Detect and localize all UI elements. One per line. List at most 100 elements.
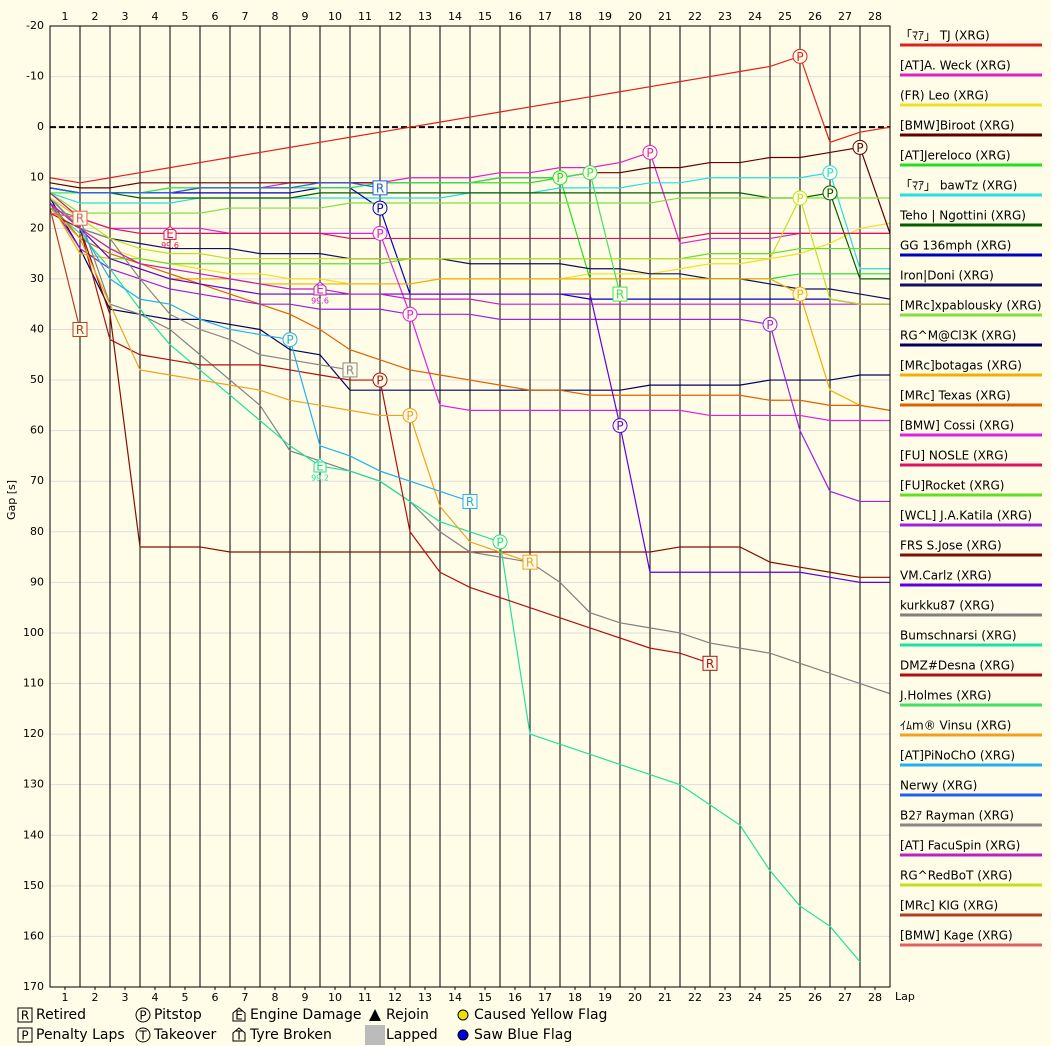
- legend-label: Engine Damage: [250, 1007, 362, 1023]
- x-tick-label: 25: [778, 10, 792, 23]
- x-tick-label: 18: [568, 991, 582, 1004]
- legend-label: ｲﾑm® Vinsu (XRG): [900, 719, 1011, 733]
- series-line: [50, 171, 621, 295]
- marker-frame: [612, 286, 628, 302]
- x-tick-label: 5: [182, 991, 189, 1004]
- x-tick-label: 2: [92, 991, 99, 1004]
- marker-frame: [372, 225, 388, 241]
- event-symbol: P: [496, 535, 503, 549]
- event-marker: P: [402, 306, 418, 322]
- legend-label: [MRc] Texas (XRG): [900, 389, 1011, 403]
- marker-frame: [72, 321, 88, 337]
- x-tick-label: 11: [358, 991, 372, 1004]
- marker-frame: [365, 1025, 385, 1045]
- legend-label: Takeover: [153, 1027, 216, 1043]
- x-tick-label: 17: [538, 991, 552, 1004]
- legend-label: [AT]PiNoChO (XRG): [900, 749, 1015, 763]
- marker-frame: [612, 418, 628, 434]
- event-symbol: P: [796, 50, 803, 64]
- legend-label: GG 136mph (XRG): [900, 239, 1011, 253]
- event-marker: P: [552, 170, 568, 186]
- x-tick-label: 21: [658, 10, 672, 23]
- marker-frame: [457, 1029, 469, 1041]
- marker-frame: [232, 1007, 246, 1022]
- series-line: [49, 207, 891, 695]
- legend-label: FRS S.Jose (XRG): [900, 539, 1002, 553]
- x-tick-label: 2: [92, 10, 99, 23]
- series-line: [49, 187, 890, 280]
- legend-symbol: P: [139, 1009, 146, 1023]
- series-line: [49, 197, 890, 583]
- y-tick-label: 130: [23, 778, 44, 791]
- x-tick-label: 15: [478, 10, 492, 23]
- marker-frame: [372, 372, 388, 388]
- series-line: [49, 202, 891, 411]
- y-tick-label: 140: [23, 828, 44, 841]
- event-marker: P: [282, 332, 298, 348]
- event-marker: P: [822, 185, 838, 201]
- legend-label: kurkku87 (XRG): [900, 599, 995, 613]
- legend-label: Nerwy (XRG): [900, 779, 977, 793]
- legend-label: VM.Carlz (XRG): [900, 569, 992, 583]
- event-marker: P: [372, 225, 388, 241]
- event-symbol: E: [166, 227, 174, 241]
- marker-frame: [762, 316, 778, 332]
- plot-frame: [49, 25, 891, 988]
- marker-frame: [313, 281, 327, 296]
- x-tick-label: 7: [242, 10, 249, 23]
- event-symbol: P: [406, 308, 413, 322]
- y-tick-label: 50: [30, 373, 44, 386]
- legend-label: [AT] FacuSpin (XRG): [900, 839, 1020, 853]
- x-tick-label: 13: [418, 10, 432, 23]
- y-axis-label: Gap [s]: [5, 480, 18, 520]
- legend-label: B2ｱ Rayman (XRG): [900, 809, 1014, 823]
- marker-frame: [552, 170, 568, 186]
- event-symbol: P: [376, 227, 383, 241]
- marker-frame: [822, 185, 838, 201]
- legend-label: Bumschnarsi (XRG): [900, 629, 1017, 643]
- legend-label: (FR) Leo (XRG): [900, 89, 989, 103]
- y-tick-label: 30: [30, 272, 44, 285]
- legend-label: Teho | Ngottini (XRG): [899, 209, 1026, 223]
- event-symbol: P: [766, 318, 773, 332]
- marker-frame: [492, 534, 508, 550]
- y-tick-label: -20: [26, 19, 44, 32]
- legend-label: Iron|Doni (XRG): [900, 269, 994, 283]
- x-tick-label: 15: [478, 991, 492, 1004]
- x-tick-label: 21: [658, 991, 672, 1004]
- event-marker: P: [402, 407, 418, 423]
- x-tick-label: 1: [62, 991, 69, 1004]
- x-tick-label: 10: [328, 991, 342, 1004]
- event-marker: P: [792, 190, 808, 206]
- legend-label: Tyre Broken: [249, 1027, 332, 1043]
- legend-label: [BMW] Cossi (XRG): [900, 419, 1014, 433]
- legend-label: Rejoin: [386, 1007, 429, 1023]
- series-line: [49, 55, 891, 184]
- y-tick-label: 10: [30, 171, 44, 184]
- x-tick-label: 16: [508, 991, 522, 1004]
- legend-label: Penalty Laps: [36, 1027, 125, 1043]
- marker-frame: [372, 200, 388, 216]
- x-tick-label: 25: [778, 991, 792, 1004]
- marker-frame: [852, 139, 868, 155]
- series-line: [49, 202, 890, 503]
- legend-label: [FU]Rocket (XRG): [900, 479, 1004, 493]
- x-tick-label: 19: [598, 991, 612, 1004]
- event-marker: R: [72, 321, 88, 337]
- event-marker: P: [582, 165, 598, 181]
- series-line: [49, 207, 81, 330]
- legend-label: Pitstop: [154, 1007, 202, 1023]
- event-symbol: P: [646, 146, 653, 160]
- legend-label: 「ﾏｱ」 bawTz (XRG): [900, 179, 1017, 193]
- event-symbol: R: [76, 323, 84, 337]
- event-marker: P: [372, 372, 388, 388]
- x-tick-label: 28: [868, 10, 882, 23]
- series-line: [49, 207, 861, 963]
- event-symbol: R: [376, 181, 384, 195]
- marker-frame: [342, 362, 358, 378]
- marker-frame: [522, 554, 538, 570]
- marker-frame: [642, 144, 658, 160]
- series-line: [49, 192, 890, 240]
- y-tick-label: 20: [30, 221, 44, 234]
